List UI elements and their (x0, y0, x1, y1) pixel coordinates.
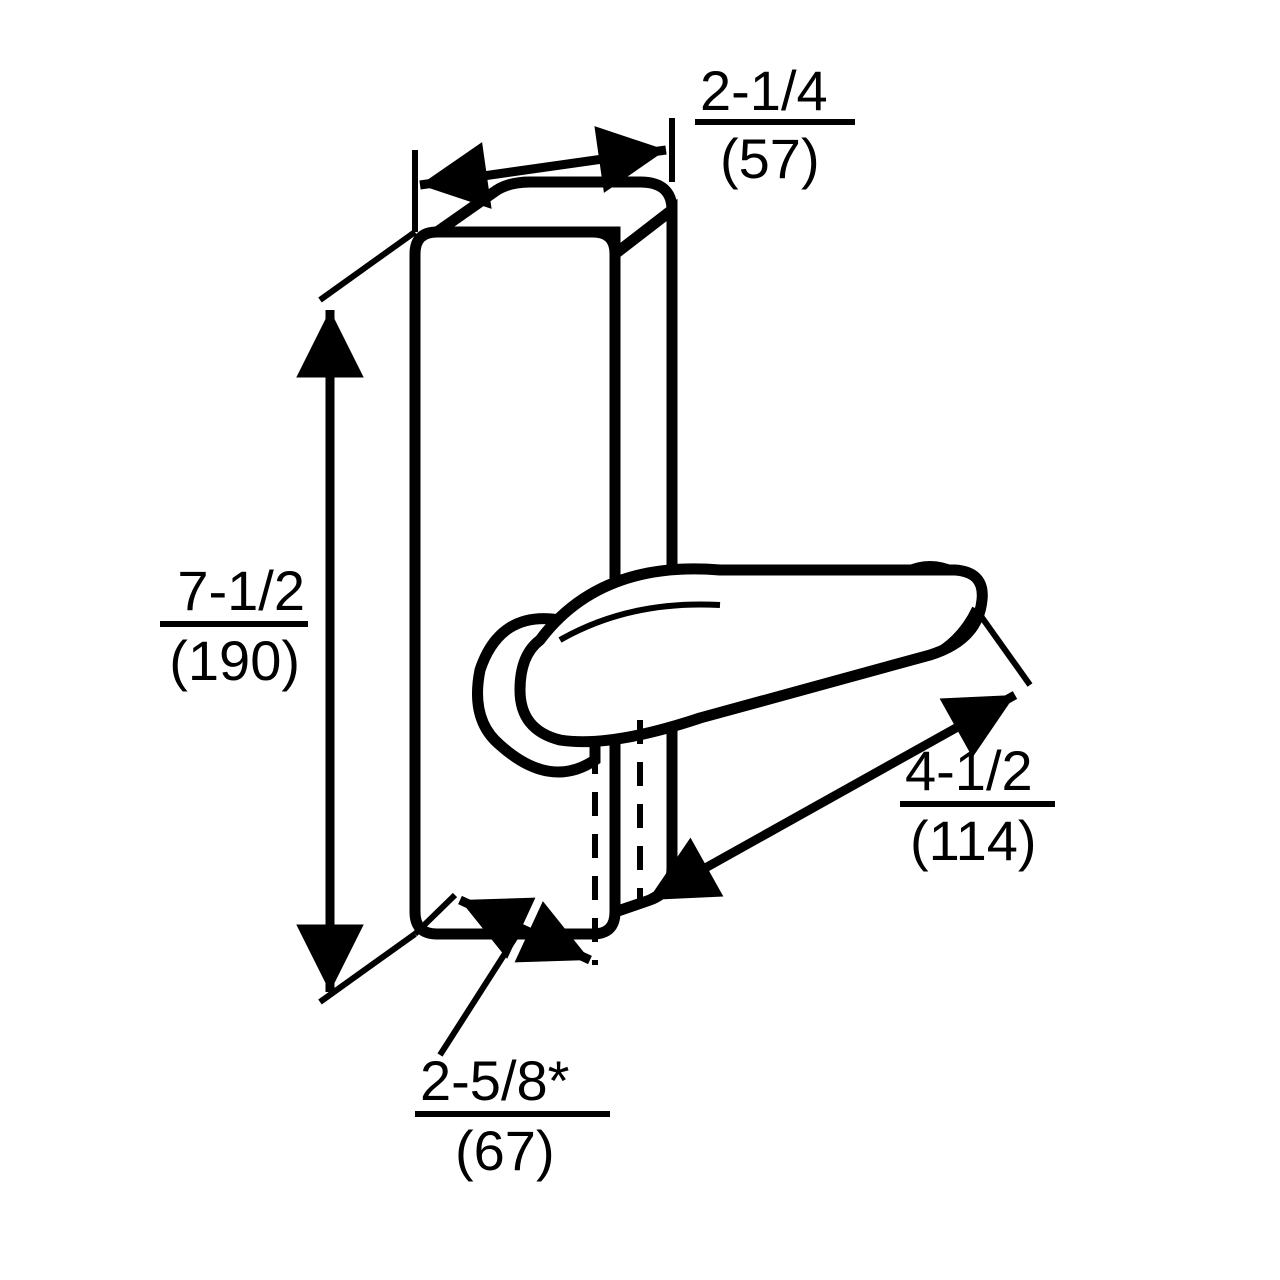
dim-backset-imperial: 2-5/8* (420, 1049, 569, 1112)
dim-width-imperial: 2-1/4 (700, 59, 828, 122)
dimension-diagram: 2-1/4 (57) 7-1/2 (190) 4-1/2 (114) 2-5/8… (0, 0, 1280, 1280)
escutcheon-plate (415, 182, 672, 934)
dim-lever-metric: (114) (910, 809, 1037, 872)
dim-lever-imperial: 4-1/2 (905, 739, 1033, 802)
dim-height-imperial: 7-1/2 (177, 559, 305, 622)
dim-backset-metric: (67) (455, 1119, 555, 1182)
dim-height-metric: (190) (169, 629, 300, 692)
dim-height: 7-1/2 (190) (160, 232, 415, 1002)
dim-width-metric: (57) (720, 127, 820, 190)
